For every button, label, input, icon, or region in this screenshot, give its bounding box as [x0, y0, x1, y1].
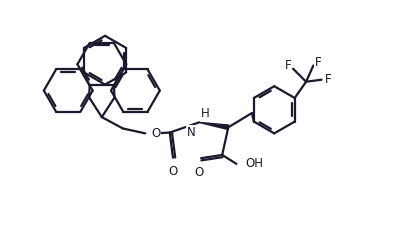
Polygon shape — [199, 122, 229, 130]
Text: O: O — [195, 165, 204, 179]
Text: OH: OH — [245, 157, 263, 170]
Text: F: F — [285, 59, 291, 72]
Text: F: F — [325, 73, 331, 86]
Text: O: O — [151, 127, 161, 140]
Text: F: F — [315, 56, 322, 69]
Text: H: H — [201, 107, 210, 120]
Text: O: O — [168, 165, 177, 178]
Text: N: N — [187, 126, 196, 139]
